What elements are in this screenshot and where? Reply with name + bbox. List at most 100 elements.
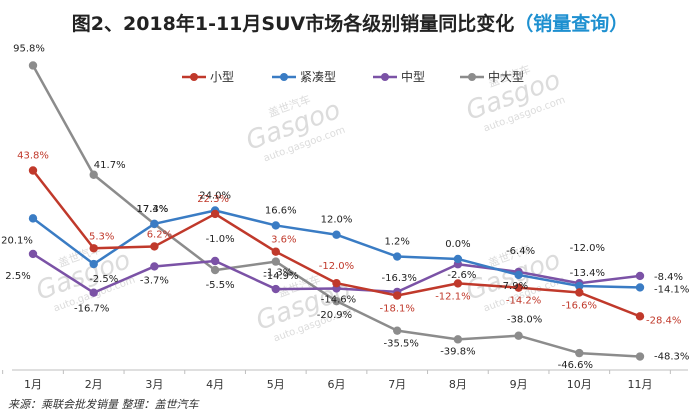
legend-label: 小型 bbox=[210, 70, 234, 84]
data-point bbox=[271, 247, 280, 256]
data-label: -38.0% bbox=[507, 315, 542, 326]
data-label: -16.6% bbox=[562, 301, 597, 312]
data-label: -14.2% bbox=[506, 296, 541, 307]
source-note: 来源：乘联会批发销量 整理：盖世汽车 bbox=[8, 398, 200, 411]
x-tick-label: 10月 bbox=[567, 378, 592, 391]
legend-marker bbox=[468, 73, 476, 81]
data-label: -2.5% bbox=[89, 274, 118, 285]
data-point bbox=[271, 284, 280, 294]
data-label: 24.0% bbox=[199, 191, 231, 202]
data-label: -2.6% bbox=[447, 270, 476, 281]
data-label: -7.9% bbox=[499, 281, 528, 292]
data-label: 43.8% bbox=[17, 151, 49, 162]
data-point bbox=[150, 219, 159, 229]
x-tick-label: 9月 bbox=[510, 378, 528, 391]
data-label: -18.1% bbox=[380, 304, 415, 315]
data-point bbox=[271, 257, 280, 266]
data-point bbox=[635, 312, 645, 321]
data-point bbox=[210, 256, 220, 266]
data-point bbox=[210, 209, 220, 219]
data-point bbox=[393, 291, 402, 300]
data-label: 17.3% bbox=[137, 204, 169, 215]
data-point bbox=[150, 242, 159, 251]
chart-title-main: 图2、2018年1-11月SUV市场各级别销量同比变化 bbox=[72, 12, 514, 35]
data-label: -14.9% bbox=[263, 271, 298, 282]
data-label: 2.5% bbox=[5, 271, 30, 282]
x-tick-label: 4月 bbox=[206, 378, 224, 391]
data-label: 6.2% bbox=[147, 229, 172, 240]
data-label: 95.8% bbox=[13, 43, 45, 54]
x-tick-label: 7月 bbox=[388, 378, 406, 391]
data-label: 3.6% bbox=[271, 235, 296, 246]
data-label: 1.2% bbox=[384, 237, 409, 248]
legend-label: 紧凑型 bbox=[300, 70, 336, 84]
data-point bbox=[332, 296, 341, 306]
data-label: 0.0% bbox=[445, 239, 470, 250]
data-label: -39.8% bbox=[440, 346, 475, 357]
data-labels: 43.8% 5.3% 6.2% 22.3% 3.6% -12.0% -18.1% -12.1%… bbox=[1, 43, 689, 371]
x-ticks: 1月 2月 3月 4月 5月 6月 7月 8月 9月 10月 11月 bbox=[2, 370, 671, 391]
data-label: -35.5% bbox=[384, 339, 419, 350]
legend-marker bbox=[280, 73, 288, 81]
data-label: 16.6% bbox=[265, 205, 297, 216]
data-point bbox=[635, 352, 645, 361]
data-point bbox=[28, 61, 38, 70]
chart-title: 图2、2018年1-11月SUV市场各级别销量同比变化（销量查询） bbox=[72, 12, 628, 35]
x-tick-label: 1月 bbox=[24, 378, 42, 391]
data-point bbox=[150, 262, 159, 271]
legend-label: 中大型 bbox=[488, 69, 524, 84]
data-label: -14.1% bbox=[654, 284, 689, 295]
data-point bbox=[514, 270, 523, 280]
data-label: -13.4% bbox=[570, 268, 605, 279]
data-point bbox=[89, 170, 98, 179]
data-point bbox=[453, 335, 463, 344]
data-point bbox=[514, 283, 523, 292]
data-label: -1.3% bbox=[263, 268, 292, 279]
data-label: -5.5% bbox=[206, 280, 235, 291]
data-label: -8.4% bbox=[654, 272, 683, 283]
x-tick-label: 2月 bbox=[85, 378, 103, 391]
data-point bbox=[210, 265, 220, 275]
data-point bbox=[575, 348, 584, 358]
data-point bbox=[89, 244, 98, 253]
data-label: 12.0% bbox=[321, 215, 353, 226]
data-label: -16.7% bbox=[74, 304, 109, 315]
legend-marker bbox=[381, 73, 389, 81]
data-label: -1.0% bbox=[206, 234, 235, 245]
data-label: -3.7% bbox=[140, 275, 169, 286]
x-tick-label: 5月 bbox=[267, 378, 285, 391]
legend-label: 中型 bbox=[401, 69, 425, 84]
data-point bbox=[514, 331, 523, 340]
data-label: 41.7% bbox=[94, 160, 126, 171]
series-lines bbox=[28, 61, 645, 361]
data-point bbox=[635, 283, 645, 292]
data-label: -12.1% bbox=[435, 291, 470, 302]
data-label: 5.3% bbox=[89, 231, 114, 242]
data-point bbox=[453, 279, 463, 288]
legend: 小型 紧凑型 中型 中大型 bbox=[182, 69, 524, 84]
data-point bbox=[635, 271, 645, 281]
data-label: -28.4% bbox=[646, 315, 681, 326]
data-label: -16.3% bbox=[382, 273, 417, 284]
x-tick-label: 3月 bbox=[145, 378, 163, 391]
data-label: 17.4% bbox=[137, 204, 169, 215]
data-point bbox=[89, 288, 98, 297]
data-label: -6.4% bbox=[506, 246, 535, 257]
data-label: 20.1% bbox=[1, 235, 33, 246]
data-label: -46.6% bbox=[558, 360, 593, 371]
data-point bbox=[89, 259, 98, 269]
data-label: -48.3% bbox=[654, 352, 689, 363]
data-label: 22.3% bbox=[197, 194, 229, 205]
data-point bbox=[28, 166, 38, 175]
legend-marker bbox=[190, 73, 198, 81]
x-tick-label: 6月 bbox=[328, 378, 346, 391]
x-tick-label: 8月 bbox=[449, 378, 467, 391]
data-label: -14.6% bbox=[321, 294, 356, 305]
data-point bbox=[332, 279, 341, 288]
data-point bbox=[453, 254, 463, 264]
sales-query-link: （销量查询） bbox=[514, 12, 628, 35]
data-point bbox=[393, 326, 402, 335]
data-point bbox=[332, 230, 341, 239]
